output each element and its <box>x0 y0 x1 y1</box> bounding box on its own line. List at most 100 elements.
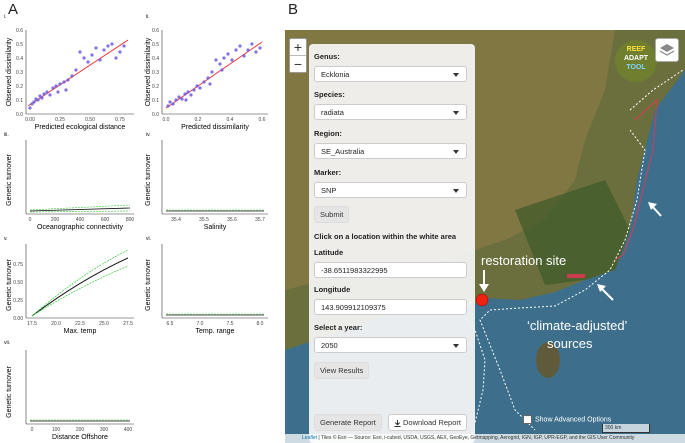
generate-report-button[interactable]: Generate Report <box>314 414 382 431</box>
plot-ii-ylabel: Observed dissimilarity <box>145 37 152 106</box>
show-advanced-label: Show Advanced Options <box>535 416 612 424</box>
longitude-input[interactable]: 143.909912109375 <box>314 299 467 315</box>
plot-vi-xlabel: Temp. range <box>196 328 235 335</box>
plot-vi-xtick: 6.5 <box>167 321 174 327</box>
plot-iv-xtick: 35.6 <box>227 217 237 223</box>
longitude-label: Longitude <box>314 285 351 294</box>
zoom-in-button[interactable]: + <box>293 39 303 55</box>
view-results-button[interactable]: View Results <box>314 362 370 379</box>
year-label: Select a year: <box>314 323 363 332</box>
plot-i-roman: i. <box>4 14 7 20</box>
plot-v-xtick: 20.0 <box>51 321 61 327</box>
plot-ii-ytick: 0.3 <box>152 70 159 76</box>
plot-vi-xtick: 8.0 <box>257 321 264 327</box>
zoom-out-button[interactable]: − <box>290 55 306 72</box>
submit-button[interactable]: Submit <box>314 206 350 223</box>
plot-i-ytick: 0.5 <box>16 42 23 48</box>
plot-vii-xtick: 400 <box>124 427 133 433</box>
plot-vii-roman: vii. <box>4 340 10 346</box>
plot-i-xtick: 0.25 <box>55 117 65 123</box>
plot-iv-xtick: 35.7 <box>255 217 265 223</box>
map-view[interactable]: + − REEF ADAPT TOOL Genus: Ecklonia Spec… <box>285 30 685 443</box>
genus-select[interactable]: Ecklonia <box>314 66 467 82</box>
reef-adapt-tool-logo: REEF ADAPT TOOL <box>615 40 657 82</box>
plot-ii-xlabel: Predicted dissimilarity <box>181 124 249 131</box>
plot-iv-xtick: 35.4 <box>171 217 181 223</box>
logo-line-tool: TOOL <box>626 64 646 71</box>
plot-iii-roman: iii. <box>4 132 9 138</box>
plot-ii-ytick: 0.5 <box>152 42 159 48</box>
plot-iv: iv. Genetic turnover 35.4 35.5 35.6 35.7… <box>145 132 268 231</box>
download-report-label: Download Report <box>403 418 461 427</box>
plot-iii-xtick: 200 <box>51 217 60 223</box>
plot-i-ytick: 0.0 <box>16 112 23 118</box>
plot-i-xtick: 0.75 <box>115 117 125 123</box>
marker-select[interactable]: SNP <box>314 182 467 198</box>
species-select[interactable]: radiata <box>314 104 467 120</box>
plot-vii-xtick: 200 <box>76 427 85 433</box>
plot-ii-ytick: 0.6 <box>152 28 159 34</box>
genus-label: Genus: <box>314 52 340 61</box>
plot-iii-xtick: 400 <box>76 217 85 223</box>
species-label: Species: <box>314 90 345 99</box>
plot-vi-xtick: 7.5 <box>227 321 234 327</box>
plot-iv-ylabel: Genetic turnover <box>145 153 152 205</box>
marker-select-value: SNP <box>321 186 337 195</box>
plot-vi-roman: vi. <box>146 236 151 242</box>
plot-vii-xlabel: Distance Offshore <box>52 434 108 441</box>
plot-v-ytick: 0.25 <box>13 298 23 304</box>
chevron-down-icon <box>453 111 459 115</box>
plot-iii: iii. Genetic turnover 0 200 400 600 800 … <box>4 132 134 231</box>
plot-v-roman: v. <box>4 236 8 242</box>
plot-v-xlabel: Max. temp <box>64 328 97 335</box>
chevron-down-icon <box>453 344 459 348</box>
plot-ii-ytick: 0.2 <box>152 84 159 90</box>
plot-vi: vi. Genetic turnover 6.5 7.0 7.5 8.0 Tem… <box>145 236 268 335</box>
plot-v-ylabel: Genetic turnover <box>6 258 13 310</box>
sources-annotation: sources <box>547 336 593 351</box>
plot-i-ytick: 0.4 <box>16 56 23 62</box>
leaflet-link[interactable]: Leaflet <box>302 435 318 441</box>
plot-i-ytick: 0.2 <box>16 84 23 90</box>
click-hint-text: Click on a location within the white are… <box>314 232 457 241</box>
scale-bar: 300 km <box>602 424 650 433</box>
region-select-value: SE_Australia <box>321 147 365 156</box>
logo-line-adapt: ADAPT <box>623 55 649 62</box>
chevron-down-icon <box>453 73 459 77</box>
plot-ii-ytick: 0.0 <box>152 112 159 118</box>
plot-ii-roman: ii. <box>146 14 150 20</box>
plot-i-ytick: 0.3 <box>16 70 23 76</box>
map-attribution: Leaflet | Tiles © Esri — Source: Esri, i… <box>285 434 685 443</box>
control-sidebar: Genus: Ecklonia Species: radiata Region:… <box>309 44 475 443</box>
plot-iv-roman: iv. <box>146 132 151 138</box>
show-advanced-options-toggle[interactable]: Show Advanced Options <box>523 415 611 424</box>
plot-ii: ii. Observed dissimilarity 0.0 0.1 0.2 0… <box>145 14 268 131</box>
plot-iv-xtick: 35.5 <box>199 217 209 223</box>
attribution-text: | Tiles © Esri — Source: Esri, i-cubed, … <box>317 435 635 441</box>
restoration-site-annotation: restoration site <box>481 253 567 268</box>
plot-v-ytick: 0.50 <box>13 280 23 286</box>
genus-select-value: Ecklonia <box>321 70 350 79</box>
plot-vii-xtick: 0 <box>31 427 34 433</box>
plot-iii-xtick: 600 <box>101 217 110 223</box>
checkbox[interactable] <box>523 415 532 424</box>
plot-vi-ylabel: Genetic turnover <box>145 258 152 310</box>
year-select-value: 2050 <box>321 341 338 350</box>
plot-i-xtick: 0.00 <box>25 117 35 123</box>
plot-vii: vii. Genetic turnover 0 100 200 300 400 … <box>4 340 134 441</box>
zoom-control: + − <box>289 38 307 73</box>
plot-ii-ytick: 0.1 <box>152 98 159 104</box>
chevron-down-icon <box>453 189 459 193</box>
download-report-button[interactable]: Download Report <box>388 414 467 431</box>
plot-v-xtick: 17.5 <box>27 321 37 327</box>
region-select[interactable]: SE_Australia <box>314 143 467 159</box>
panel-a-letter: A <box>8 1 19 18</box>
plot-ii-ytick: 0.4 <box>152 56 159 62</box>
plot-i: i. Observed dissimilarity 0.0 0.1 0.2 0.… <box>4 14 134 131</box>
year-select[interactable]: 2050 <box>314 337 467 353</box>
plot-i-xlabel: Predicted ecological distance <box>35 124 126 131</box>
layers-control-button[interactable] <box>655 38 679 62</box>
plot-i-ylabel: Observed dissimilarity <box>6 37 13 106</box>
plot-vii-ylabel: Genetic turnover <box>6 365 13 417</box>
latitude-input[interactable]: -38.6511983322995 <box>314 262 467 278</box>
